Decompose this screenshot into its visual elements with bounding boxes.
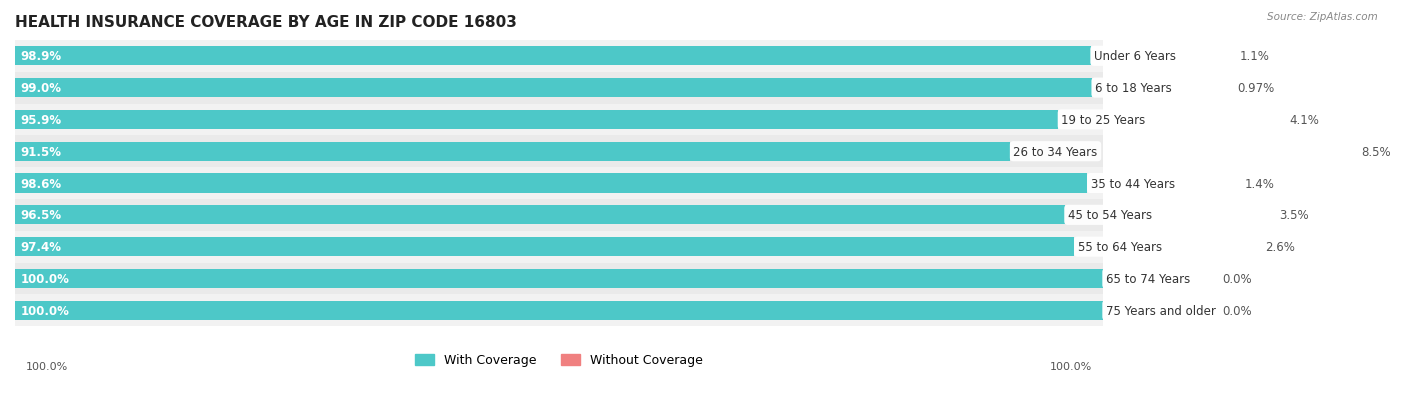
Bar bbox=[15, 231, 1102, 263]
Text: 100.0%: 100.0% bbox=[25, 361, 67, 370]
Text: 2.6%: 2.6% bbox=[1264, 240, 1295, 254]
Text: 26 to 34 Years: 26 to 34 Years bbox=[1014, 145, 1098, 158]
Text: 0.0%: 0.0% bbox=[1222, 304, 1251, 317]
Bar bbox=[15, 168, 1102, 199]
Text: 75 Years and older: 75 Years and older bbox=[1107, 304, 1216, 317]
Bar bbox=[15, 142, 1010, 161]
Bar bbox=[15, 263, 1102, 294]
Text: 100.0%: 100.0% bbox=[21, 304, 69, 317]
Text: 45 to 54 Years: 45 to 54 Years bbox=[1067, 209, 1152, 222]
Text: 98.6%: 98.6% bbox=[21, 177, 62, 190]
Bar bbox=[1205, 47, 1234, 66]
Bar bbox=[15, 79, 1091, 98]
Text: 100.0%: 100.0% bbox=[1049, 361, 1091, 370]
Text: 91.5%: 91.5% bbox=[21, 145, 62, 158]
Text: 6 to 18 Years: 6 to 18 Years bbox=[1095, 82, 1171, 95]
Text: 96.5%: 96.5% bbox=[21, 209, 62, 222]
Bar bbox=[15, 294, 1102, 326]
Bar bbox=[15, 111, 1057, 130]
Bar bbox=[15, 269, 1102, 288]
Text: Source: ZipAtlas.com: Source: ZipAtlas.com bbox=[1267, 12, 1378, 22]
Text: 55 to 64 Years: 55 to 64 Years bbox=[1077, 240, 1161, 254]
Text: 19 to 25 Years: 19 to 25 Years bbox=[1062, 114, 1146, 127]
Text: 1.1%: 1.1% bbox=[1240, 50, 1270, 63]
Bar bbox=[1206, 79, 1232, 98]
Text: 65 to 74 Years: 65 to 74 Years bbox=[1107, 272, 1189, 285]
Text: 95.9%: 95.9% bbox=[21, 114, 62, 127]
Text: 1.4%: 1.4% bbox=[1246, 177, 1275, 190]
Bar bbox=[1202, 174, 1240, 193]
Text: 97.4%: 97.4% bbox=[21, 240, 62, 254]
Bar bbox=[15, 237, 1074, 256]
Bar bbox=[15, 174, 1087, 193]
Bar bbox=[1178, 206, 1274, 225]
Bar bbox=[15, 199, 1102, 231]
Bar bbox=[1125, 142, 1355, 161]
Bar bbox=[15, 301, 1102, 320]
Text: 0.0%: 0.0% bbox=[1222, 272, 1251, 285]
Legend: With Coverage, Without Coverage: With Coverage, Without Coverage bbox=[411, 349, 707, 372]
Bar bbox=[15, 73, 1102, 104]
Bar bbox=[15, 41, 1102, 73]
Text: 99.0%: 99.0% bbox=[21, 82, 62, 95]
Bar bbox=[15, 206, 1064, 225]
Bar bbox=[15, 136, 1102, 168]
Bar bbox=[15, 47, 1091, 66]
Bar bbox=[1188, 237, 1260, 256]
Text: 8.5%: 8.5% bbox=[1361, 145, 1391, 158]
Text: Under 6 Years: Under 6 Years bbox=[1094, 50, 1175, 63]
Bar bbox=[15, 104, 1102, 136]
Text: 100.0%: 100.0% bbox=[21, 272, 69, 285]
Text: 98.9%: 98.9% bbox=[21, 50, 62, 63]
Text: 0.97%: 0.97% bbox=[1237, 82, 1275, 95]
Text: 4.1%: 4.1% bbox=[1289, 114, 1319, 127]
Text: 35 to 44 Years: 35 to 44 Years bbox=[1091, 177, 1175, 190]
Bar bbox=[1173, 111, 1284, 130]
Text: HEALTH INSURANCE COVERAGE BY AGE IN ZIP CODE 16803: HEALTH INSURANCE COVERAGE BY AGE IN ZIP … bbox=[15, 15, 517, 30]
Text: 3.5%: 3.5% bbox=[1279, 209, 1309, 222]
